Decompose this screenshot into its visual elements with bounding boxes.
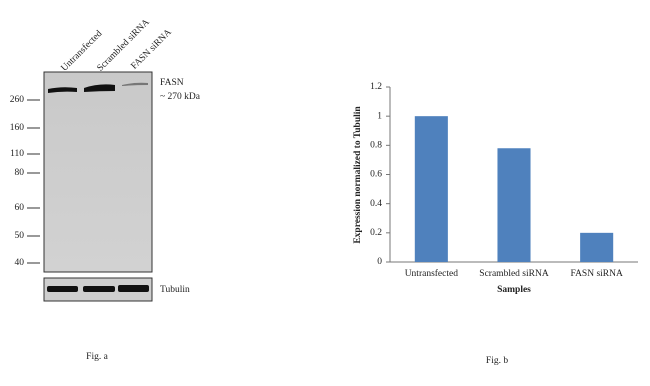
marker-label: 80 — [15, 168, 25, 178]
bar — [580, 232, 614, 262]
caption: Fig. a — [86, 352, 108, 362]
band — [118, 285, 149, 292]
band — [84, 84, 115, 92]
y-tick-label: 0 — [377, 257, 382, 267]
y-tick-label: 0.8 — [370, 141, 382, 151]
band — [122, 82, 148, 86]
target-label: FASN — [160, 78, 184, 88]
band — [48, 87, 77, 93]
size-label: ~ 270 kDa — [160, 92, 201, 102]
band — [47, 286, 78, 292]
control-label: Tubulin — [160, 285, 190, 295]
y-tick-label: 0.4 — [370, 199, 382, 209]
bar — [497, 148, 531, 262]
marker-label: 110 — [10, 149, 24, 159]
caption: Fig. b — [486, 356, 508, 366]
y-axis-label: Expression normalized to Tubulin — [353, 106, 363, 244]
y-tick-label: 1.2 — [370, 82, 382, 92]
y-tick-label: 0.6 — [370, 170, 382, 180]
x-tick-label: Untransfected — [405, 268, 459, 279]
marker-label: 260 — [10, 95, 25, 105]
marker-label: 60 — [15, 203, 25, 213]
y-tick-label: 0.2 — [370, 228, 382, 238]
marker-label: 160 — [10, 123, 25, 133]
markers: 260 160 110 80 60 50 40 — [10, 95, 40, 268]
x-tick-label: Scrambled siRNA — [479, 269, 549, 279]
marker-label: 40 — [15, 258, 25, 268]
membrane — [43, 71, 153, 273]
chart: Expression normalized to Tubulin Samples… — [353, 82, 638, 366]
lane-label: Scrambled siRNA — [96, 17, 152, 73]
blot: Untransfected Scrambled siRNA FASN siRNA… — [10, 17, 201, 362]
x-tick-label: FASN siRNA — [570, 269, 622, 279]
x-axis-label: Samples — [497, 285, 531, 295]
marker-label: 50 — [15, 231, 25, 241]
band — [83, 286, 115, 292]
y-tick-label: 1 — [377, 111, 382, 121]
bar — [414, 116, 448, 263]
